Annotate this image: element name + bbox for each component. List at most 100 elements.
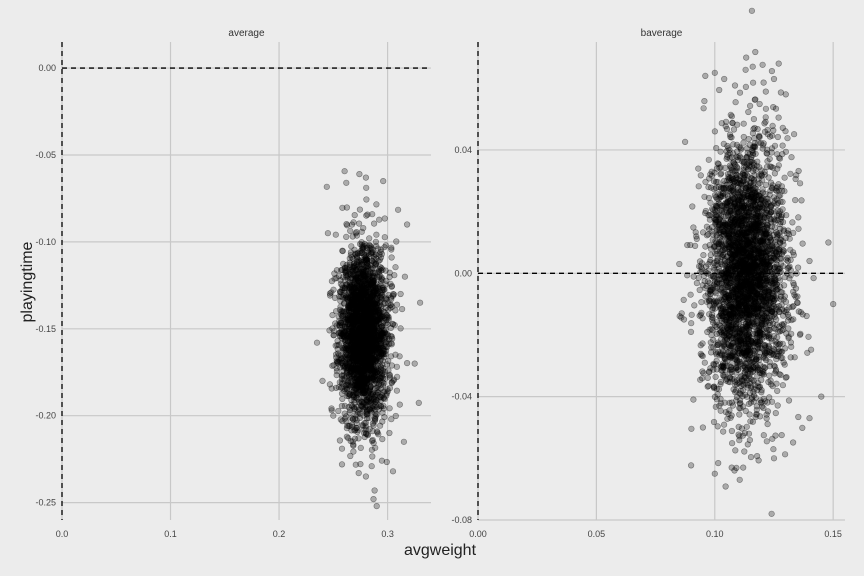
data-point bbox=[344, 316, 351, 323]
data-point bbox=[348, 221, 356, 228]
data-point bbox=[375, 337, 382, 344]
data-point bbox=[732, 99, 739, 106]
data-point bbox=[359, 244, 366, 251]
data-point bbox=[354, 287, 361, 294]
data-point bbox=[717, 171, 724, 178]
data-point bbox=[361, 340, 368, 347]
data-point bbox=[375, 346, 382, 353]
data-point bbox=[377, 349, 384, 356]
data-point bbox=[362, 303, 370, 310]
data-point bbox=[344, 362, 351, 369]
data-point bbox=[357, 301, 365, 309]
data-point bbox=[400, 438, 408, 445]
data-point bbox=[333, 359, 341, 366]
data-point bbox=[350, 350, 357, 357]
data-point bbox=[333, 351, 340, 358]
data-point bbox=[328, 407, 335, 414]
data-point bbox=[371, 396, 378, 403]
data-point bbox=[350, 325, 358, 332]
data-point bbox=[338, 461, 346, 468]
data-point bbox=[781, 451, 789, 458]
data-point bbox=[348, 266, 355, 273]
data-point bbox=[374, 345, 381, 352]
data-point bbox=[698, 299, 705, 306]
data-point bbox=[338, 402, 346, 410]
data-point bbox=[386, 371, 393, 378]
data-point bbox=[353, 273, 360, 281]
data-point bbox=[346, 294, 353, 301]
data-point bbox=[356, 220, 363, 227]
data-point bbox=[367, 338, 374, 345]
data-point bbox=[374, 297, 381, 304]
data-point bbox=[358, 261, 365, 268]
data-point bbox=[373, 316, 380, 323]
data-point bbox=[360, 301, 367, 308]
data-point bbox=[353, 380, 360, 387]
data-point bbox=[386, 374, 394, 381]
data-point bbox=[771, 224, 778, 231]
data-point bbox=[348, 369, 356, 376]
data-point bbox=[349, 403, 356, 410]
data-point bbox=[352, 330, 359, 337]
data-point bbox=[350, 362, 357, 369]
data-point bbox=[340, 329, 347, 336]
data-point bbox=[347, 325, 354, 332]
data-point bbox=[760, 79, 767, 86]
data-point bbox=[366, 347, 373, 354]
data-point bbox=[354, 277, 361, 284]
data-point bbox=[356, 362, 364, 370]
data-point bbox=[353, 330, 360, 338]
data-point bbox=[360, 366, 367, 373]
data-point bbox=[740, 139, 747, 146]
y-tick-label: -0.15 bbox=[35, 324, 56, 334]
data-point bbox=[357, 295, 365, 302]
data-point bbox=[369, 282, 376, 289]
data-point bbox=[351, 316, 359, 323]
data-point bbox=[352, 274, 359, 281]
data-point bbox=[364, 398, 371, 405]
data-point bbox=[366, 334, 373, 341]
data-point bbox=[324, 230, 332, 237]
data-point bbox=[762, 181, 770, 188]
data-point bbox=[354, 277, 362, 284]
data-point bbox=[364, 366, 371, 374]
data-point bbox=[399, 306, 406, 313]
data-point bbox=[331, 294, 339, 302]
data-point bbox=[365, 331, 372, 338]
data-point bbox=[352, 285, 359, 292]
data-point bbox=[378, 274, 385, 281]
data-point bbox=[369, 211, 376, 218]
data-point bbox=[346, 302, 354, 309]
data-point bbox=[354, 339, 361, 347]
data-point bbox=[377, 293, 384, 300]
data-point bbox=[374, 289, 382, 297]
data-point bbox=[343, 233, 350, 240]
data-point bbox=[383, 277, 390, 285]
data-point bbox=[688, 320, 695, 327]
data-point bbox=[365, 284, 372, 291]
data-point bbox=[346, 333, 354, 340]
data-point bbox=[364, 335, 371, 342]
data-point bbox=[369, 344, 376, 351]
data-point bbox=[779, 206, 786, 213]
data-point bbox=[361, 334, 368, 342]
data-point bbox=[359, 340, 367, 348]
data-point bbox=[356, 324, 363, 331]
data-point bbox=[343, 360, 350, 367]
data-point bbox=[736, 89, 744, 96]
data-point bbox=[363, 355, 370, 363]
data-point bbox=[350, 357, 357, 364]
data-point bbox=[355, 384, 362, 391]
data-point bbox=[344, 295, 351, 302]
data-point bbox=[367, 360, 374, 368]
data-point bbox=[366, 385, 374, 393]
data-point bbox=[393, 363, 401, 370]
data-point bbox=[350, 331, 357, 339]
data-point bbox=[778, 432, 785, 439]
data-point bbox=[361, 317, 368, 324]
data-point bbox=[745, 108, 752, 116]
data-point bbox=[348, 275, 355, 282]
data-point bbox=[382, 338, 390, 346]
data-point bbox=[362, 363, 369, 371]
data-point bbox=[353, 345, 360, 352]
